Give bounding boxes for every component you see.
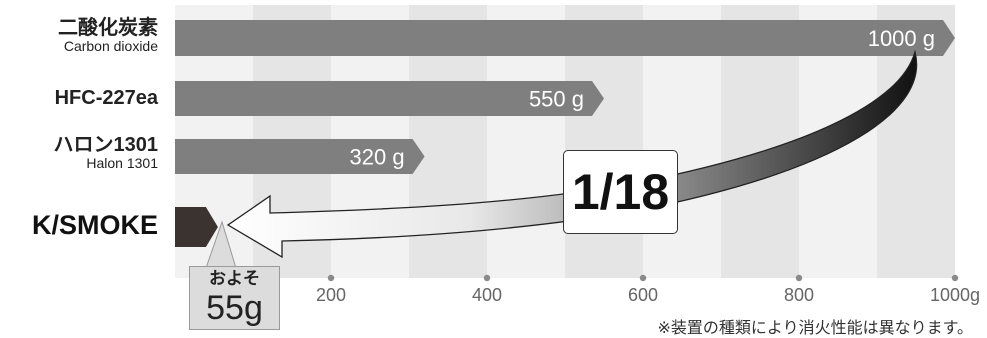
tick-mark (327, 274, 335, 282)
ratio-box: 1/18 (563, 150, 678, 234)
approx-callout: およそ 55g (189, 266, 280, 330)
ratio-label: 1/18 (571, 164, 670, 220)
bar-value-label: 1000 g (868, 26, 935, 51)
bar (175, 207, 218, 247)
bar (175, 81, 604, 116)
tick-mark (795, 274, 803, 282)
bar-value-label: 320 g (350, 145, 405, 170)
category-sub: Halon 1301 (86, 155, 158, 171)
category-name: 二酸化炭素 (58, 17, 158, 39)
category-label-hfc: HFC-227ea (55, 87, 158, 109)
footnote: ※装置の種類により消火性能は異なります。 (657, 318, 974, 337)
category-name: HFC-227ea (54, 87, 158, 109)
tick-mark (951, 274, 959, 282)
callout-top-label: およそ (209, 269, 260, 289)
tick-label: 600 (628, 285, 658, 305)
tick-label: 200 (316, 285, 346, 305)
bar-value-label: 550 g (529, 87, 584, 112)
category-label-ksmoke: K/SMOKE (32, 210, 158, 240)
category-label-halon: ハロン1301 Halon 1301 (54, 134, 159, 171)
bar (175, 20, 955, 56)
tick-label: 800 (784, 285, 814, 305)
tick-mark (483, 274, 491, 282)
category-name: K/SMOKE (31, 210, 158, 240)
tick-label: 1000g (930, 285, 980, 305)
category-label-co2: 二酸化炭素 Carbon dioxide (58, 17, 158, 54)
tick-mark (639, 274, 647, 282)
category-sub: Carbon dioxide (63, 38, 158, 54)
callout-value-label: 55g (206, 289, 263, 327)
category-name: ハロン1301 (53, 134, 159, 156)
bar (175, 139, 425, 174)
tick-label: 400 (472, 285, 502, 305)
